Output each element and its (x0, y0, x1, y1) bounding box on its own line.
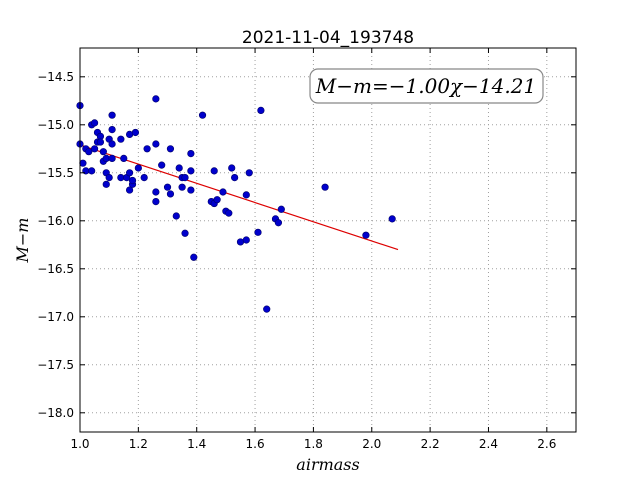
data-point (108, 154, 116, 162)
y-tick-labels: −14.5 −15.0 −15.5 −16.0 −16.5 −17.0 −17.5 −18.0 (37, 70, 74, 420)
data-point (126, 186, 134, 194)
x-tick-label: 2.6 (537, 437, 556, 451)
x-tick-label: 1.6 (246, 437, 265, 451)
data-point (99, 148, 107, 156)
data-point (96, 138, 105, 146)
data-point (90, 145, 99, 153)
data-point (362, 231, 370, 239)
data-point (187, 186, 195, 194)
x-tick-labels: 1.0 1.2 1.4 1.6 1.8 2.0 2.2 2.4 2.6 (70, 437, 556, 451)
data-point (88, 167, 96, 175)
data-point (175, 164, 183, 172)
data-point (190, 253, 198, 261)
y-axis-label: M−m (13, 218, 32, 264)
data-point (102, 180, 110, 188)
x-tick-label: 1.8 (304, 437, 323, 451)
data-point (263, 305, 271, 313)
data-point (172, 212, 180, 220)
fit-layer (79, 144, 399, 251)
data-point (257, 106, 265, 114)
data-point (152, 140, 160, 148)
y-tick-label: −17.0 (37, 310, 74, 324)
data-point (187, 150, 195, 158)
data-point (108, 126, 116, 134)
data-point (120, 154, 128, 162)
data-point (85, 148, 93, 156)
data-point (108, 111, 116, 119)
x-tick-label: 2.4 (479, 437, 498, 451)
data-point (166, 145, 175, 153)
data-point (210, 167, 218, 175)
data-point (79, 159, 87, 167)
y-tick-label: −15.0 (37, 118, 74, 132)
x-axis-label: airmass (296, 455, 359, 474)
y-tick-label: −18.0 (37, 406, 74, 420)
data-point (126, 169, 134, 177)
ticks-layer (79, 48, 576, 432)
x-tick-label: 1.4 (187, 437, 206, 451)
data-point (277, 205, 285, 213)
y-tick-label: −14.5 (37, 70, 74, 84)
data-point (90, 119, 99, 127)
y-tick-label: −16.0 (37, 214, 74, 228)
data-point (143, 145, 151, 153)
chart-title: 2021-11-04_193748 (242, 28, 414, 48)
data-point (163, 183, 172, 191)
data-point (228, 164, 236, 172)
x-tick-label: 2.0 (362, 437, 381, 451)
data-point (245, 169, 253, 177)
y-tick-label: −15.5 (37, 166, 74, 180)
data-point (166, 190, 175, 198)
data-point (158, 161, 166, 169)
data-point (117, 135, 125, 143)
data-point (388, 215, 396, 223)
data-point (152, 198, 160, 206)
data-point (181, 229, 189, 237)
data-point (242, 236, 250, 244)
data-point (108, 140, 116, 148)
annotation-box (309, 68, 544, 104)
data-point (242, 191, 250, 199)
data-point (181, 174, 189, 182)
data-point (225, 209, 233, 217)
x-tick-label: 1.0 (70, 437, 89, 451)
x-tick-label: 2.2 (421, 437, 440, 451)
data-point (187, 167, 195, 175)
x-tick-label: 1.2 (129, 437, 148, 451)
y-tick-label: −17.5 (37, 358, 74, 372)
data-point (213, 196, 221, 204)
fit-equation: M−m=−1.00χ−14.21 (315, 74, 536, 98)
data-point (128, 176, 137, 185)
points-layer (76, 95, 396, 313)
data-point (140, 174, 148, 182)
data-point (134, 164, 142, 172)
data-point (131, 128, 140, 137)
fit-line (79, 144, 399, 251)
plot-frame (79, 47, 577, 433)
data-point (231, 174, 239, 182)
data-point (152, 95, 160, 103)
data-point (105, 174, 113, 182)
data-point (152, 188, 160, 196)
data-point (254, 228, 262, 236)
y-tick-label: −16.5 (37, 262, 74, 276)
data-point (178, 183, 186, 191)
grid-layer (79, 48, 576, 432)
data-point (219, 188, 227, 196)
data-point (198, 111, 207, 119)
data-point (321, 183, 329, 191)
data-point (274, 219, 283, 227)
